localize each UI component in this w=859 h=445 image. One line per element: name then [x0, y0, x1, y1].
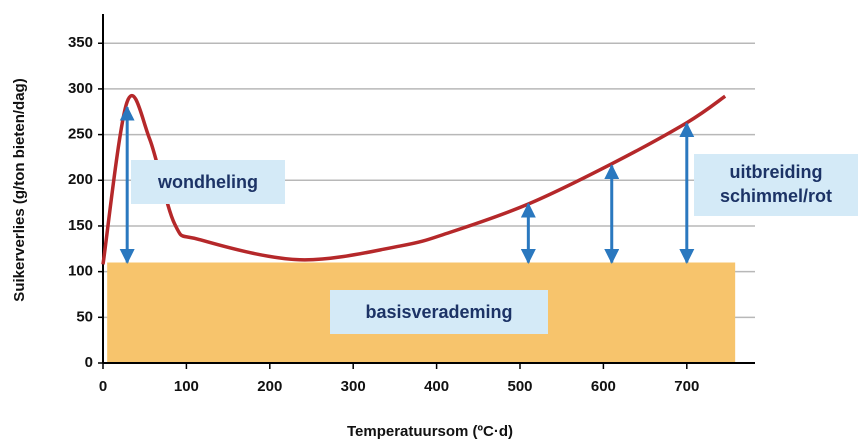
curve: [101, 93, 727, 265]
x-tick-label: 200: [257, 378, 282, 395]
x-tick-label: 600: [591, 378, 616, 395]
x-tick-label: 700: [674, 378, 699, 395]
x-tick-label: 400: [424, 378, 449, 395]
x-tick-label: 0: [99, 378, 107, 395]
marks: [101, 93, 727, 265]
x-tick-label: 100: [174, 378, 199, 395]
label-box: [330, 290, 548, 334]
label-box: [694, 154, 858, 216]
annotation: schimmel/rot: [720, 186, 832, 206]
y-axis-title: Suikerverlies (g/ton bieten/dag): [11, 78, 28, 301]
y-tick-label: 300: [68, 80, 93, 97]
y-tick-label: 250: [68, 126, 93, 143]
x-tick-label: 300: [341, 378, 366, 395]
y-tick-label: 0: [85, 354, 93, 371]
y-tick-label: 350: [68, 34, 93, 51]
x-tick-label: 500: [507, 378, 532, 395]
y-tick-label: 50: [76, 308, 93, 325]
y-tick-label: 200: [68, 171, 93, 188]
annotation: uitbreiding: [730, 162, 823, 182]
y-tick-label: 100: [68, 263, 93, 280]
annotation: wondheling: [157, 172, 258, 192]
label-box: [131, 160, 285, 204]
annotation: basisverademing: [365, 302, 512, 322]
x-axis-title: Temperatuursom (ºC·d): [347, 423, 513, 440]
y-tick-label: 150: [68, 217, 93, 234]
labels: 0 50 100 150 200 250 300 350 0 100 200 300 400 500 600…: [68, 34, 858, 395]
